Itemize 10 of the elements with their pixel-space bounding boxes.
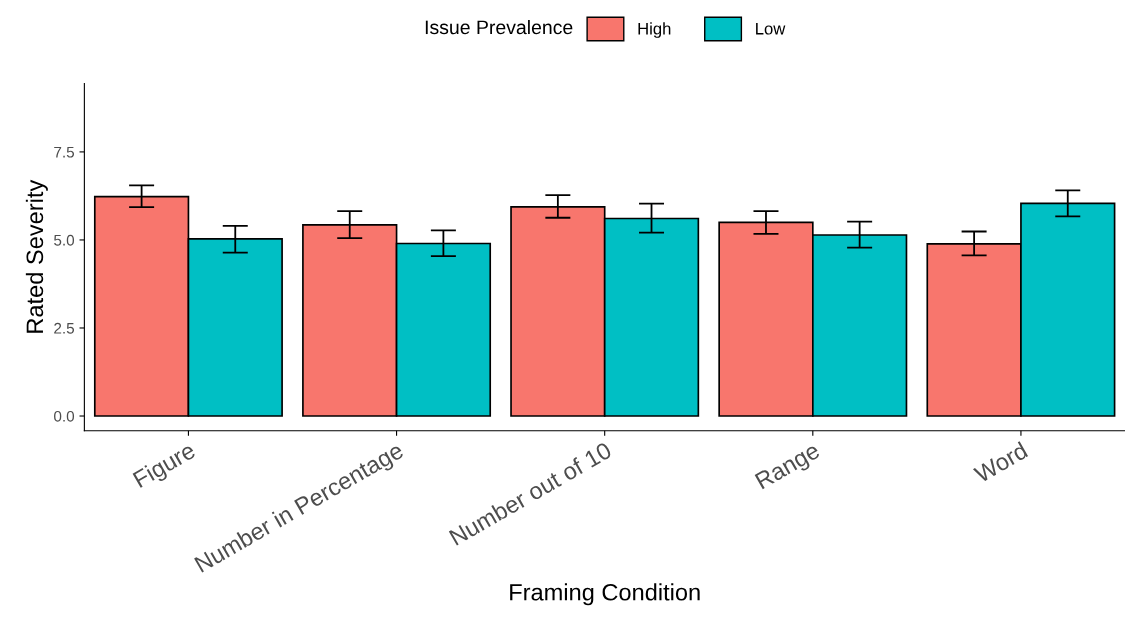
legend-label: High [638, 22, 671, 38]
legend-label: Low [756, 22, 786, 35]
y-axis-title: Rated Severity [25, 179, 48, 333]
y-tick-label: 7.5 [54, 146, 75, 158]
y-tick-label: 0.0 [54, 410, 75, 422]
x-axis-title: Framing Condition [510, 583, 700, 606]
legend-title: Issue Prevalence [425, 19, 573, 35]
y-tick-label: 2.5 [54, 322, 75, 334]
y-tick-label: 5.0 [54, 234, 75, 246]
x-tick-label: Word [972, 441, 1029, 484]
